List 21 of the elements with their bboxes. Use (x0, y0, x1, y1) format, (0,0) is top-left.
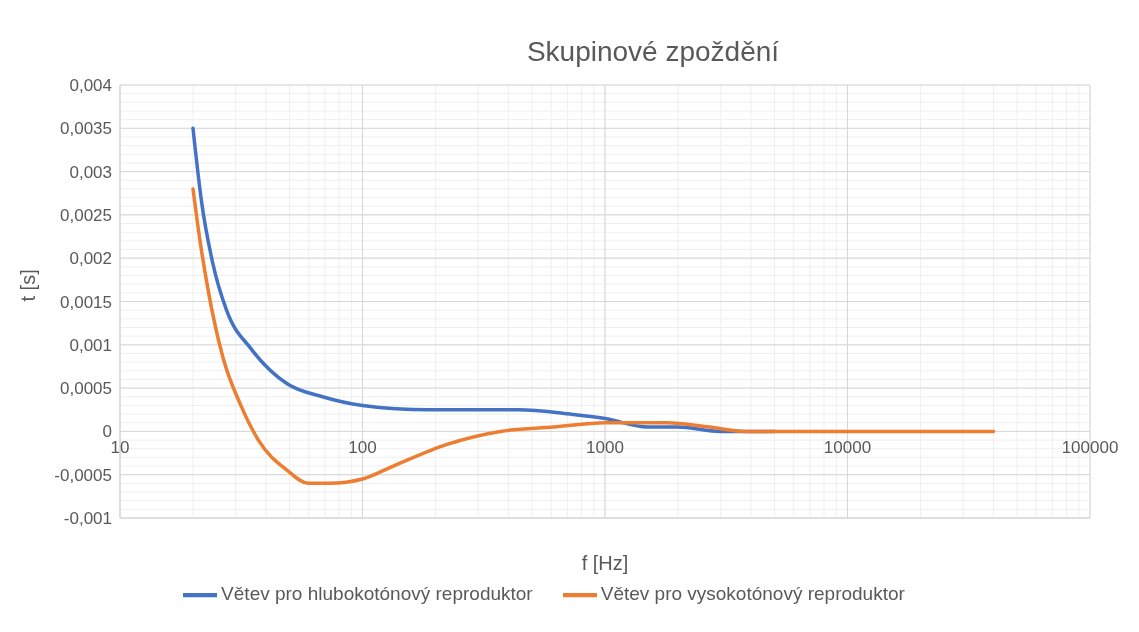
chart-title: Skupinové zpoždění (525, 35, 781, 68)
y-tick-label: 0,001 (69, 335, 112, 355)
y-tick-label: 0,0025 (60, 205, 112, 225)
x-tick-label: 10000 (823, 438, 872, 458)
x-tick-label: 100000 (1061, 438, 1119, 458)
y-tick-label: 0,002 (69, 249, 112, 269)
x-tick-label: 1000 (586, 438, 624, 458)
x-tick-label: 10 (110, 438, 130, 458)
y-tick-label: 0,003 (69, 162, 112, 182)
legend-label: Větev pro vysokotónový reproduktor (600, 583, 905, 605)
x-tick-label: 100 (348, 438, 377, 458)
y-tick-label: 0 (102, 422, 112, 442)
y-tick-label: 0,0005 (60, 379, 112, 399)
legend-label: Větev pro hlubokotónový reproduktor (221, 583, 533, 605)
y-tick-label: -0,001 (63, 509, 112, 529)
y-tick-label: 0,0035 (60, 119, 112, 139)
y-axis-title: t [s] (17, 269, 40, 302)
y-tick-label: 0,004 (69, 76, 112, 96)
x-axis-title: f [Hz] (581, 552, 629, 574)
y-tick-label: 0,0015 (60, 292, 112, 312)
y-tick-label: -0,0005 (54, 465, 112, 485)
